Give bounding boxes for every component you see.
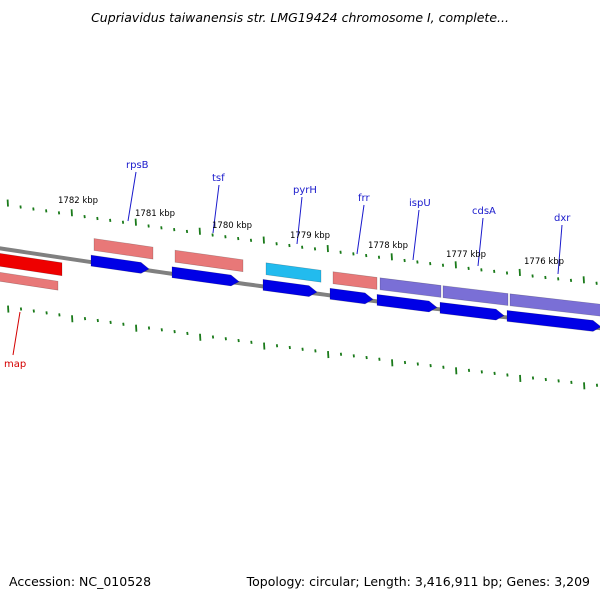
gene-label-dxr[interactable]: dxr (554, 213, 571, 224)
accession-text: Accession: NC_010528 (9, 574, 152, 589)
gene-leader-cdsA (477, 217, 484, 267)
label-leaders (12, 171, 563, 356)
gene-leader-rpsB (127, 171, 137, 222)
cds-arrow[interactable] (171, 266, 240, 287)
gene-label-cdsA[interactable]: cdsA (472, 206, 496, 217)
gene-label-tsf[interactable]: tsf (212, 173, 225, 184)
scale-label: 1776 kbp (524, 257, 564, 267)
gene-block[interactable] (332, 271, 378, 290)
gene-leader-frr (356, 204, 365, 255)
scale-labels: 1782 kbp 1781 kbp 1780 kbp 1779 kbp 1778 kbp… (58, 196, 564, 267)
gene-label-ispU[interactable]: ispU (409, 198, 431, 209)
gene-block-map-rna[interactable] (0, 272, 59, 291)
gene-block[interactable] (265, 262, 322, 283)
scale-ticks-outer (6, 199, 598, 285)
gene-block-map[interactable] (0, 253, 63, 277)
gene-block[interactable] (379, 277, 442, 298)
gene-leader-tsf (212, 184, 220, 234)
gene-block[interactable] (93, 238, 154, 260)
scale-ticks-inner (7, 305, 599, 390)
cds-arrow[interactable] (506, 310, 600, 332)
gene-labels[interactable]: rpsB tsf pyrH frr ispU cdsA dxr map (4, 160, 571, 370)
scale-label: 1782 kbp (58, 196, 98, 206)
gene-block[interactable] (442, 285, 509, 306)
gene-block[interactable] (509, 293, 600, 317)
scale-label: 1778 kbp (368, 241, 408, 251)
gene-label-frr[interactable]: frr (358, 193, 370, 204)
gene-features[interactable] (0, 238, 600, 332)
scale-label: 1781 kbp (135, 209, 175, 219)
gene-leader-ispU (412, 209, 420, 261)
scale-label: 1780 kbp (212, 221, 252, 231)
genome-stats-text: Topology: circular; Length: 3,416,911 bp… (246, 574, 590, 589)
cds-arrow[interactable] (329, 287, 374, 305)
cds-arrow[interactable] (376, 294, 438, 313)
cds-arrow[interactable] (90, 254, 150, 274)
scale-label: 1779 kbp (290, 231, 330, 241)
gene-label-pyrH[interactable]: pyrH (293, 185, 317, 196)
map-title: Cupriavidus taiwanensis str. LMG19424 ch… (91, 10, 509, 25)
gene-block[interactable] (174, 249, 244, 273)
gene-label-map[interactable]: map (4, 359, 26, 370)
gene-leader-dxr (557, 224, 563, 275)
gene-label-rpsB[interactable]: rpsB (126, 160, 149, 171)
cds-arrow[interactable] (262, 279, 318, 297)
scale-label: 1777 kbp (446, 250, 486, 260)
gene-leader-map (12, 311, 21, 356)
cds-arrow[interactable] (439, 301, 505, 321)
gene-leader-pyrH (296, 196, 303, 245)
